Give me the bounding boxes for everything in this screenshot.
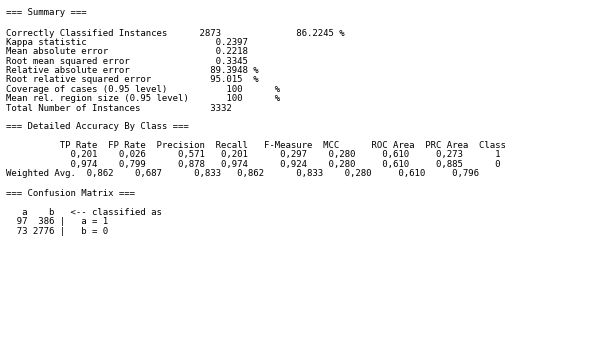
Text: Correctly Classified Instances      2873              86.2245 %: Correctly Classified Instances 2873 86.2…: [6, 29, 345, 37]
Text: 97  386 |   a = 1: 97 386 | a = 1: [6, 217, 108, 226]
Text: Mean rel. region size (0.95 level)       100      %: Mean rel. region size (0.95 level) 100 %: [6, 94, 280, 103]
Text: 73 2776 |   b = 0: 73 2776 | b = 0: [6, 227, 108, 236]
Text: Kappa statistic                        0.2397: Kappa statistic 0.2397: [6, 38, 248, 47]
Text: 0,974    0,799      0,878   0,974      0,924    0,280     0,610     0,885      0: 0,974 0,799 0,878 0,974 0,924 0,280 0,61…: [6, 160, 500, 168]
Text: Root mean squared error                0.3345: Root mean squared error 0.3345: [6, 57, 248, 66]
Text: Relative absolute error               89.3948 %: Relative absolute error 89.3948 %: [6, 66, 259, 75]
Text: Coverage of cases (0.95 level)           100      %: Coverage of cases (0.95 level) 100 %: [6, 85, 280, 94]
Text: a    b   <-- classified as: a b <-- classified as: [6, 208, 162, 217]
Text: Total Number of Instances             3332: Total Number of Instances 3332: [6, 104, 232, 112]
Text: Root relative squared error           95.015  %: Root relative squared error 95.015 %: [6, 76, 259, 85]
Text: === Detailed Accuracy By Class ===: === Detailed Accuracy By Class ===: [6, 122, 189, 131]
Text: 0,201    0,026      0,571   0,201      0,297    0,280     0,610     0,273      1: 0,201 0,026 0,571 0,201 0,297 0,280 0,61…: [6, 150, 500, 159]
Text: TP Rate  FP Rate  Precision  Recall   F-Measure  MCC      ROC Area  PRC Area  Cl: TP Rate FP Rate Precision Recall F-Measu…: [6, 141, 506, 150]
Text: === Confusion Matrix ===: === Confusion Matrix ===: [6, 189, 135, 198]
Text: Mean absolute error                    0.2218: Mean absolute error 0.2218: [6, 48, 248, 57]
Text: === Summary ===: === Summary ===: [6, 8, 87, 17]
Text: Weighted Avg.  0,862    0,687      0,833   0,862      0,833    0,280     0,610  : Weighted Avg. 0,862 0,687 0,833 0,862 0,…: [6, 169, 479, 178]
